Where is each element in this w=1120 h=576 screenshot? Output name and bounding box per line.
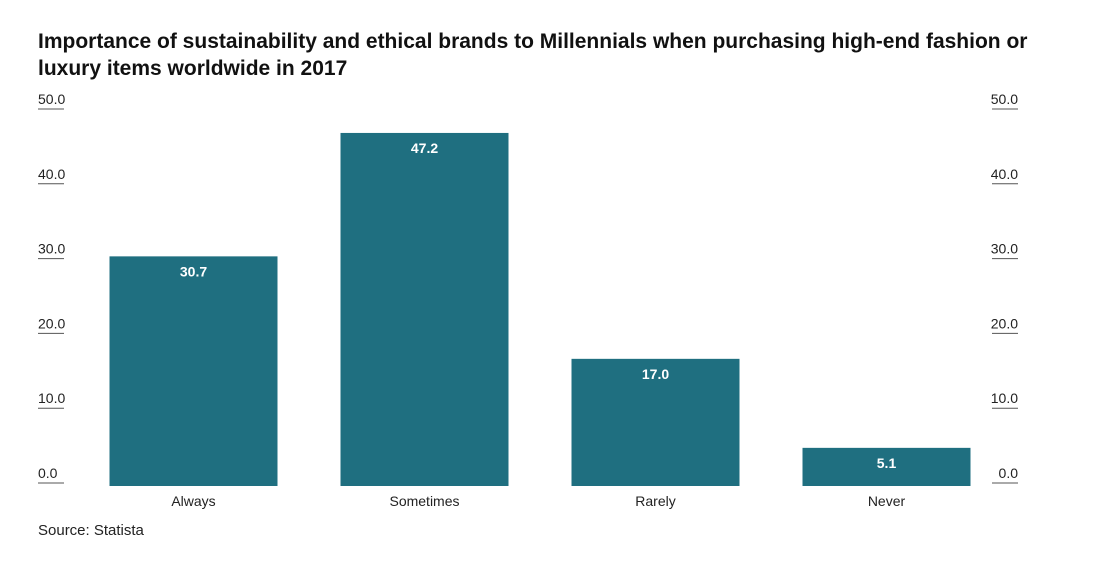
right-tick-label: 10.0 xyxy=(991,390,1018,406)
source-note: Source: Statista xyxy=(38,522,144,539)
right-tick-label: 30.0 xyxy=(991,241,1018,257)
bar xyxy=(571,358,740,486)
x-tick-label: Always xyxy=(171,493,215,509)
left-tick-label: 0.0 xyxy=(38,465,58,481)
left-tick-label: 10.0 xyxy=(38,390,65,406)
chart-title: Importance of sustainability and ethical… xyxy=(38,30,1028,80)
right-tick-label: 40.0 xyxy=(991,166,1018,182)
left-y-axis: 0.0 10.0 20.0 30.0 40.0 50.0 xyxy=(38,91,65,484)
left-tick-label: 40.0 xyxy=(38,166,65,182)
x-tick-label: Never xyxy=(868,493,906,509)
right-tick-label: 50.0 xyxy=(991,91,1018,107)
bar-value-label: 5.1 xyxy=(877,455,897,471)
bar-value-label: 47.2 xyxy=(411,140,438,156)
bar xyxy=(802,447,971,486)
right-y-axis: 0.0 10.0 20.0 30.0 40.0 50.0 xyxy=(991,91,1019,484)
x-tick-label: Sometimes xyxy=(389,493,459,509)
bar-series: 30.7 47.2 17.0 5.1 xyxy=(109,132,971,486)
left-tick-label: 50.0 xyxy=(38,91,65,107)
bar xyxy=(340,132,509,486)
left-tick-label: 30.0 xyxy=(38,241,65,257)
left-tick-label: 20.0 xyxy=(38,315,65,331)
x-tick-label: Rarely xyxy=(635,493,675,509)
bar-value-label: 17.0 xyxy=(642,366,669,382)
x-axis-labels: Always Sometimes Rarely Never xyxy=(171,493,905,509)
bar xyxy=(109,256,278,486)
bar-value-label: 30.7 xyxy=(180,263,207,279)
right-tick-label: 0.0 xyxy=(999,465,1019,481)
right-tick-label: 20.0 xyxy=(991,315,1018,331)
